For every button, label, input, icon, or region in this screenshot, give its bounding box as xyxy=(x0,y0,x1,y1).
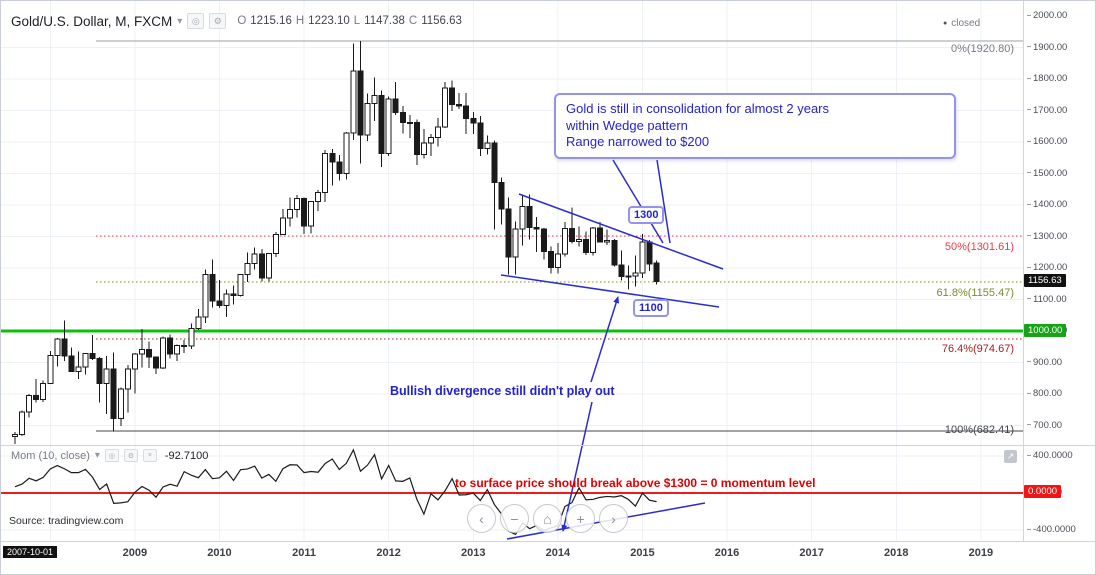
fib-label-100: 100%(682.41) xyxy=(944,424,1014,436)
zoom-out-button[interactable]: − xyxy=(500,504,529,533)
fib-label-50: 50%(1301.61) xyxy=(944,241,1014,253)
status-label: closed xyxy=(951,18,981,29)
price-axis-label: 1400.00 xyxy=(1027,199,1067,210)
eye-icon[interactable]: ◎ xyxy=(187,13,205,29)
fib-label-0: 0%(1920.80) xyxy=(951,43,1014,55)
momentum-value: -92.7100 xyxy=(164,449,209,462)
source-credit: Source: tradingview.com xyxy=(9,515,124,527)
momentum-breakout-note[interactable]: to surface price should break above $130… xyxy=(455,476,816,490)
panel-expand-icon[interactable]: ↗ xyxy=(1004,450,1017,463)
time-axis-label: 2017 xyxy=(799,547,824,559)
price-axis-label: 700.00 xyxy=(1027,420,1062,431)
price-axis-label: 900.00 xyxy=(1027,357,1062,368)
price-axis-label: 1300.00 xyxy=(1027,231,1067,242)
callout-line-3: Range narrowed to $200 xyxy=(566,134,710,150)
price-axis-label: 1100.00 xyxy=(1027,294,1067,305)
time-axis-label: 2009 xyxy=(122,547,148,559)
callout-line-1: Gold is still in consolidation for almos… xyxy=(566,101,830,116)
symbol-legend[interactable]: Gold/U.S. Dollar, M, FXCM ▾ ◎ ⚙ O 1215.1… xyxy=(11,13,462,29)
momentum-axis-label: -400.0000 xyxy=(1027,524,1076,535)
chevron-down-icon[interactable]: ▾ xyxy=(177,15,183,27)
chart-nav-controls: ‹ − ⌂ + › xyxy=(467,504,628,533)
time-axis-label: 2011 xyxy=(292,547,316,559)
status-dot-icon: ● xyxy=(943,20,948,27)
fib-label-76-4: 76.4%(974.67) xyxy=(941,343,1014,355)
scroll-right-button[interactable]: › xyxy=(599,504,628,533)
gear-icon[interactable]: ⚙ xyxy=(209,13,227,29)
time-axis-label: 2014 xyxy=(545,547,571,559)
zoom-in-button[interactable]: + xyxy=(566,504,595,533)
momentum-legend[interactable]: Mom (10, close) ▾ ◎ ⚙ × -92.7100 xyxy=(11,449,208,462)
time-axis-label: 2015 xyxy=(630,547,655,559)
fib-retracement xyxy=(1,40,1023,432)
ohlc-readout: O 1215.16 H 1223.10 L 1147.38 C 1156.63 xyxy=(237,15,462,27)
symbol-title[interactable]: Gold/U.S. Dollar, M, FXCM xyxy=(11,13,173,29)
high-value: 1223.10 xyxy=(308,15,350,27)
scroll-left-button[interactable]: ‹ xyxy=(467,504,496,533)
time-axis-label: 2010 xyxy=(207,547,232,559)
price-note-1300[interactable]: 1300 xyxy=(628,206,665,224)
time-axis-label: 2012 xyxy=(376,547,401,559)
low-label: L xyxy=(353,15,361,27)
price-axis-label: 1200.00 xyxy=(1027,262,1067,273)
momentum-axis-label: 400.0000 xyxy=(1027,450,1073,461)
candlesticks xyxy=(12,40,660,444)
price-axis-label: 1700.00 xyxy=(1027,105,1067,116)
gridlines xyxy=(1,1,1023,541)
price-axis-label: 2000.00 xyxy=(1027,10,1067,21)
price-axis-label: 1900.00 xyxy=(1027,42,1067,53)
panel-divider[interactable] xyxy=(1,445,1095,446)
time-axis-label: 2019 xyxy=(968,547,994,559)
start-date-badge: 2007-10-01 xyxy=(3,546,58,558)
price-axis-label: 800.00 xyxy=(1027,388,1062,399)
time-axis-label: 2013 xyxy=(461,547,486,559)
close-label: C xyxy=(408,15,418,27)
bullish-divergence-note[interactable]: Bullish divergence still didn't play out xyxy=(390,384,615,398)
chart-canvas[interactable] xyxy=(1,1,1023,541)
momentum-title[interactable]: Mom (10, close) xyxy=(11,449,90,462)
callout-line-2: within Wedge pattern xyxy=(566,117,688,133)
current-price-badge: 1156.63 xyxy=(1024,274,1066,287)
callout-note[interactable]: Gold is still in consolidation for almos… xyxy=(554,93,956,159)
price-axis-label: 1800.00 xyxy=(1027,73,1067,84)
eye-icon[interactable]: ◎ xyxy=(104,449,119,462)
reset-view-button[interactable]: ⌂ xyxy=(533,504,562,533)
hline-price-badge: 1000.00 xyxy=(1024,324,1067,337)
price-axis-label: 1600.00 xyxy=(1027,136,1067,147)
gear-icon[interactable]: ⚙ xyxy=(123,449,138,462)
fib-label-61-8: 61.8%(1155.47) xyxy=(936,287,1014,299)
open-label: O xyxy=(237,15,247,27)
high-label: H xyxy=(295,15,305,27)
close-icon[interactable]: × xyxy=(142,449,157,462)
chevron-down-icon[interactable]: ▾ xyxy=(94,450,100,461)
market-status: ● closed xyxy=(943,18,980,29)
price-axis[interactable]: 1156.63 1000.00 0.0000 2000.00 1900.00 180… xyxy=(1023,1,1095,541)
close-value: 1156.63 xyxy=(421,15,462,27)
price-note-1100[interactable]: 1100 xyxy=(633,299,669,317)
momentum-zero-badge: 0.0000 xyxy=(1024,485,1062,498)
time-axis-label: 2018 xyxy=(884,547,909,559)
time-axis[interactable]: 2007-10-01 2009 2010 2011 2012 2013 2014 2015 2… xyxy=(1,541,1095,565)
low-value: 1147.38 xyxy=(364,15,405,27)
open-value: 1215.16 xyxy=(250,15,292,27)
price-axis-label: 1500.00 xyxy=(1027,168,1067,179)
time-axis-label: 2016 xyxy=(714,547,740,559)
